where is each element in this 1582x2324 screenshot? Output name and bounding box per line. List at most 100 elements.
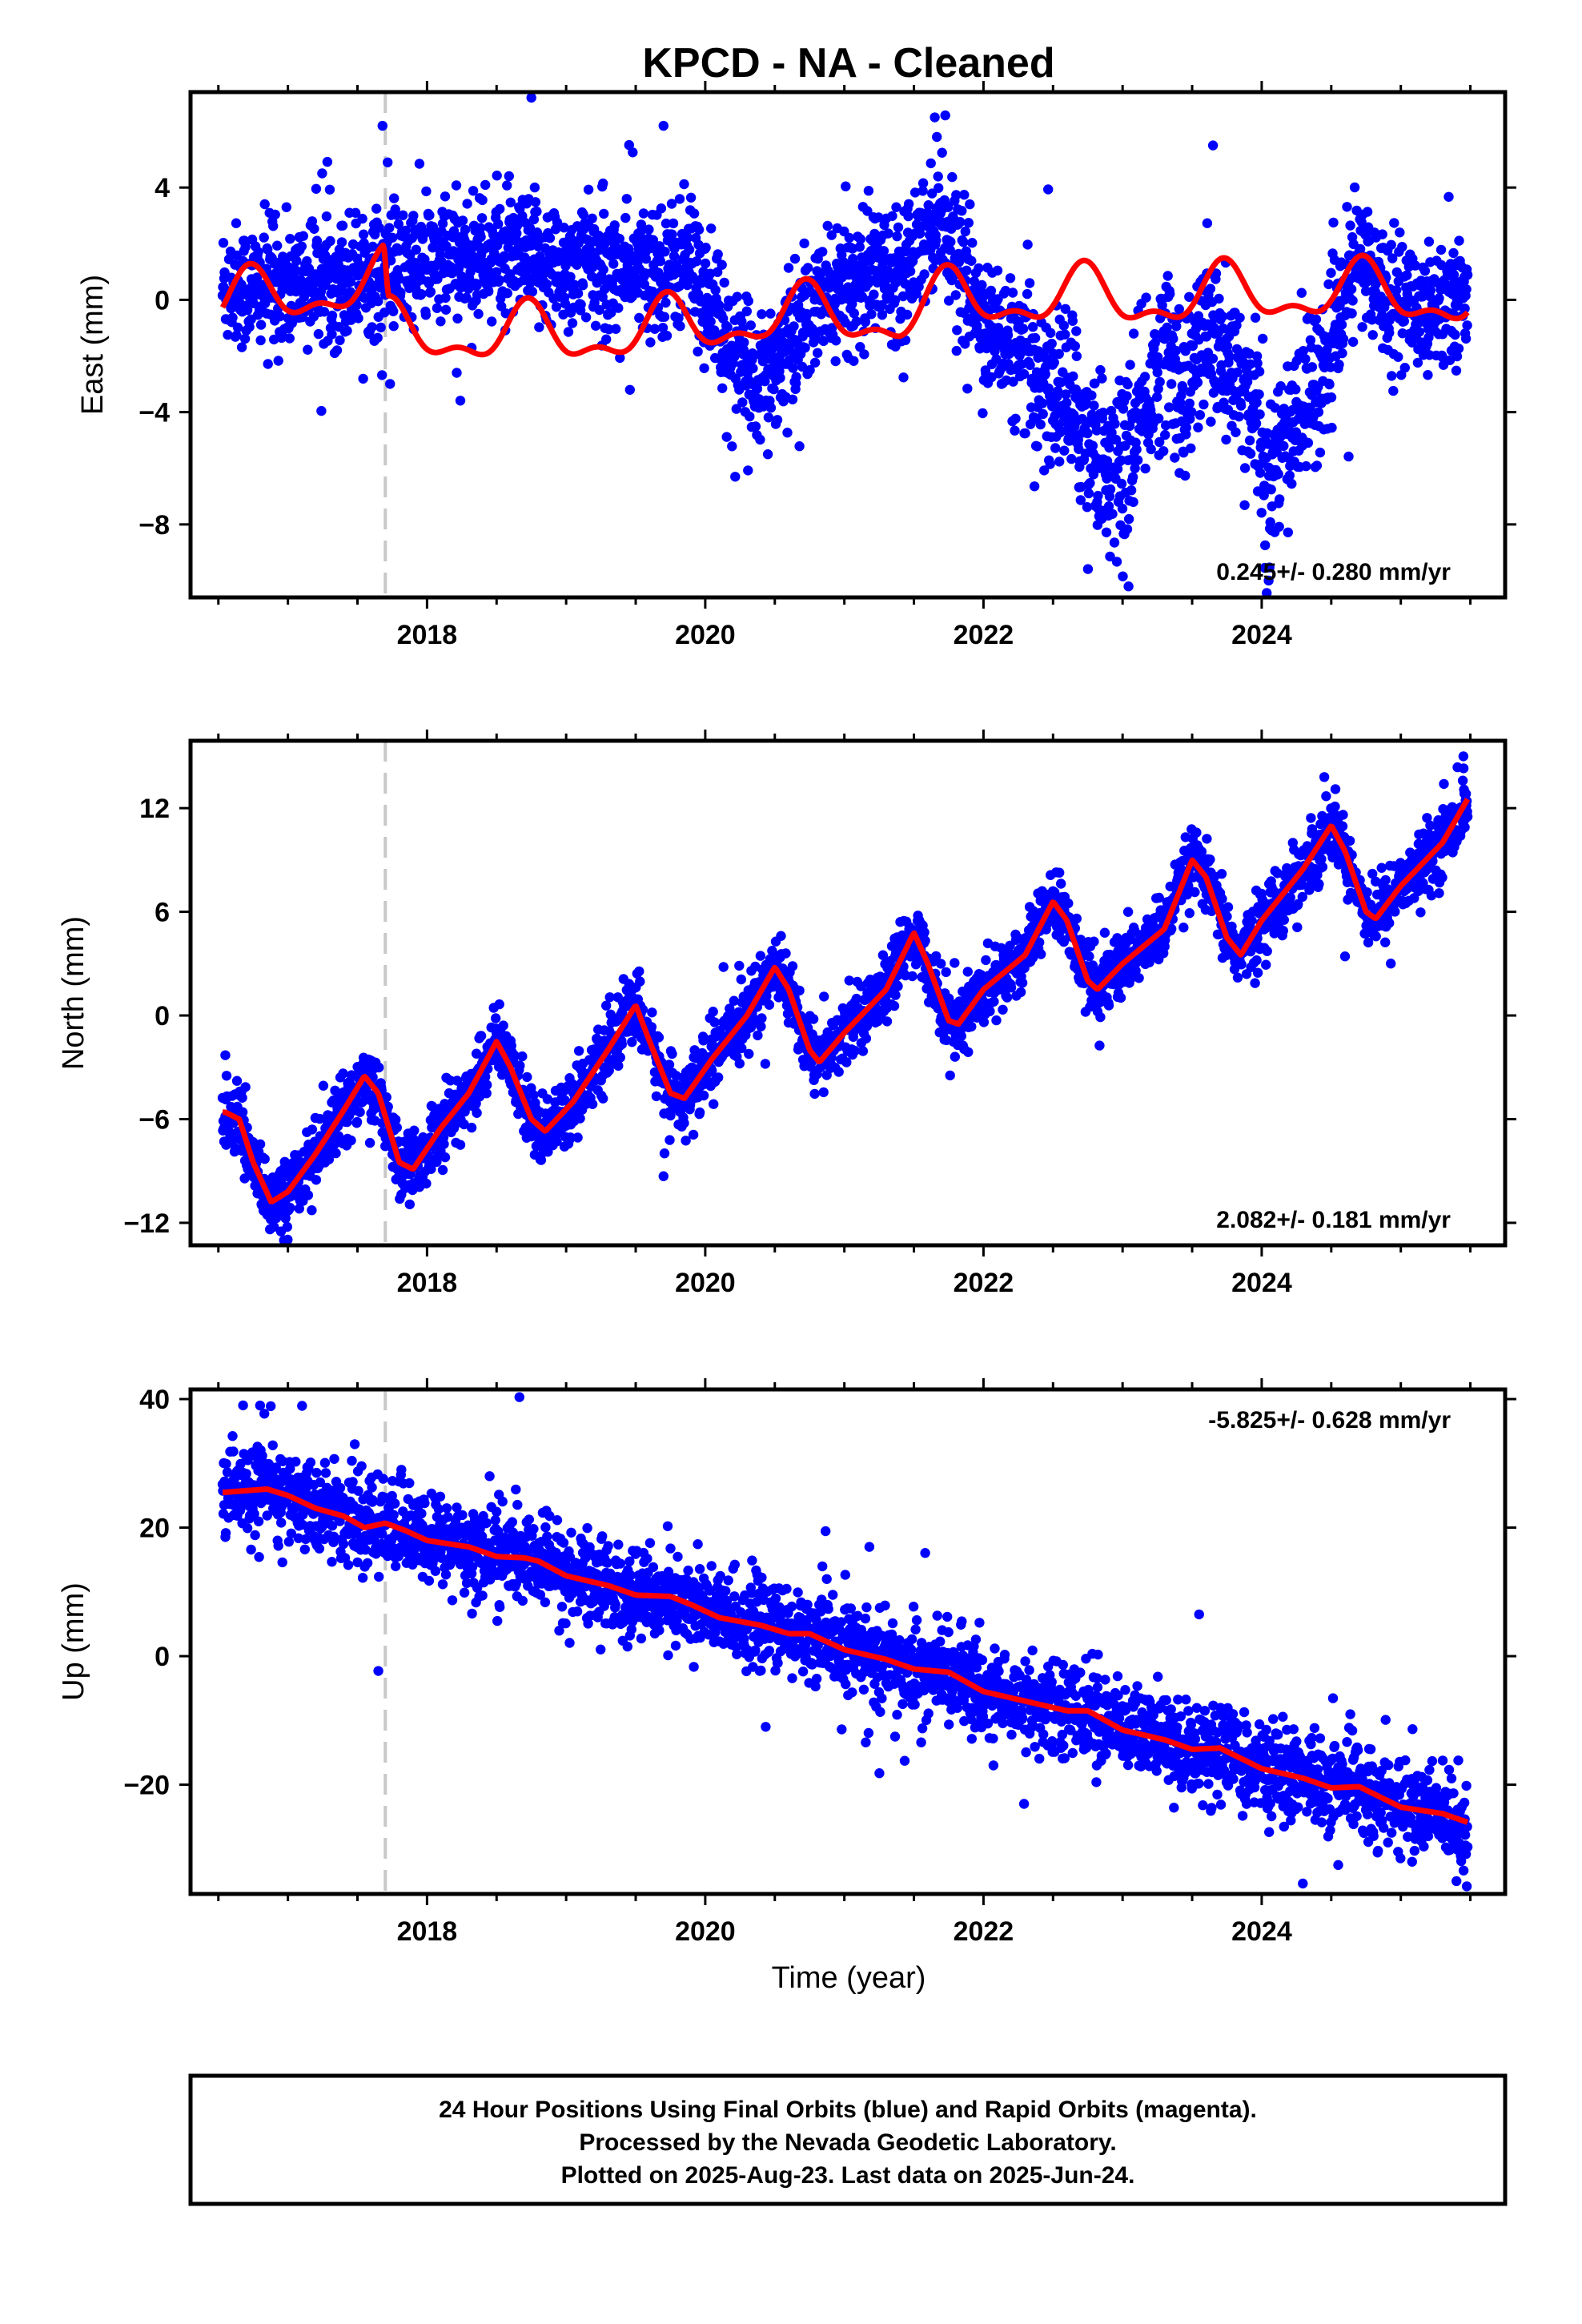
data-point xyxy=(374,1062,384,1073)
data-point xyxy=(1389,218,1399,228)
data-point xyxy=(689,208,700,219)
data-point xyxy=(1338,334,1349,344)
data-point xyxy=(515,1060,525,1071)
data-point xyxy=(1462,320,1472,331)
y-tick-label: 0 xyxy=(155,285,170,316)
data-point xyxy=(404,1199,415,1210)
data-point xyxy=(810,334,821,344)
data-point xyxy=(1152,392,1162,402)
data-point xyxy=(1207,353,1219,364)
data-point xyxy=(298,231,308,241)
data-point xyxy=(1313,407,1324,417)
data-point xyxy=(1008,376,1018,387)
data-point xyxy=(1393,352,1403,362)
data-point xyxy=(1035,419,1046,430)
data-point xyxy=(685,192,697,203)
data-point xyxy=(1122,391,1132,401)
data-point xyxy=(1239,500,1250,510)
plot-area xyxy=(217,92,1473,597)
data-point xyxy=(945,245,955,255)
data-point xyxy=(1066,453,1077,464)
data-point xyxy=(299,292,309,303)
data-point xyxy=(291,255,302,266)
data-point xyxy=(1391,267,1403,278)
data-point xyxy=(1342,202,1352,212)
data-point xyxy=(1038,398,1048,408)
data-point xyxy=(1460,333,1472,344)
data-point xyxy=(709,1099,719,1109)
data-point xyxy=(755,434,765,445)
data-point xyxy=(1362,207,1373,217)
data-point xyxy=(1171,321,1182,332)
data-point xyxy=(653,1032,665,1043)
data-point xyxy=(565,271,576,282)
data-point xyxy=(409,257,420,267)
data-point xyxy=(627,1037,637,1047)
data-point xyxy=(455,396,466,406)
data-point xyxy=(668,218,679,229)
data-point xyxy=(878,246,889,256)
data-point xyxy=(958,237,969,247)
data-point xyxy=(644,224,654,235)
data-point xyxy=(462,199,472,209)
data-point xyxy=(1412,357,1423,368)
data-point xyxy=(303,344,313,355)
data-point xyxy=(1053,386,1063,396)
data-point xyxy=(708,1007,718,1017)
data-point xyxy=(337,220,348,231)
data-point xyxy=(957,206,967,216)
data-point xyxy=(475,223,486,233)
data-point xyxy=(324,184,335,195)
data-point xyxy=(673,313,684,324)
data-point xyxy=(962,384,973,394)
data-point xyxy=(1244,348,1255,359)
data-point xyxy=(729,995,739,1006)
data-point xyxy=(805,364,815,376)
data-point xyxy=(748,363,758,374)
data-point xyxy=(974,263,984,274)
data-point xyxy=(889,1000,900,1011)
data-point xyxy=(476,1031,487,1041)
data-point xyxy=(552,217,563,227)
data-point xyxy=(598,178,608,189)
data-point xyxy=(604,992,615,1003)
data-point xyxy=(1451,365,1462,376)
y-tick-label: −8 xyxy=(139,510,170,541)
data-point xyxy=(375,322,386,333)
data-point xyxy=(1105,551,1115,562)
data-point xyxy=(351,300,362,311)
data-point xyxy=(492,267,502,277)
data-point xyxy=(1461,284,1472,295)
data-point xyxy=(946,236,956,247)
data-point xyxy=(601,1000,612,1011)
data-point xyxy=(421,186,432,197)
data-point xyxy=(1125,360,1135,370)
data-point xyxy=(1448,247,1459,259)
data-point xyxy=(455,1140,466,1150)
data-point xyxy=(576,300,586,310)
data-point xyxy=(869,228,880,239)
data-point xyxy=(385,379,396,389)
data-point xyxy=(408,211,419,221)
data-point xyxy=(634,966,644,977)
data-point xyxy=(494,275,504,285)
data-point xyxy=(1045,459,1055,469)
data-point xyxy=(530,197,541,207)
x-tick-label: 2024 xyxy=(1231,620,1292,650)
data-point xyxy=(1423,332,1434,343)
data-point xyxy=(307,1205,317,1216)
data-point xyxy=(240,1082,251,1092)
data-point xyxy=(597,292,608,303)
data-point xyxy=(861,1021,873,1031)
data-point xyxy=(327,310,338,321)
data-point xyxy=(1082,502,1093,513)
data-point xyxy=(1391,285,1402,296)
data-point xyxy=(1211,268,1222,279)
data-point xyxy=(1251,397,1262,408)
data-point xyxy=(763,412,774,423)
data-point xyxy=(338,1068,348,1079)
data-point xyxy=(342,325,352,336)
data-point xyxy=(699,363,709,373)
data-point xyxy=(1174,304,1185,315)
data-point xyxy=(517,1051,528,1062)
